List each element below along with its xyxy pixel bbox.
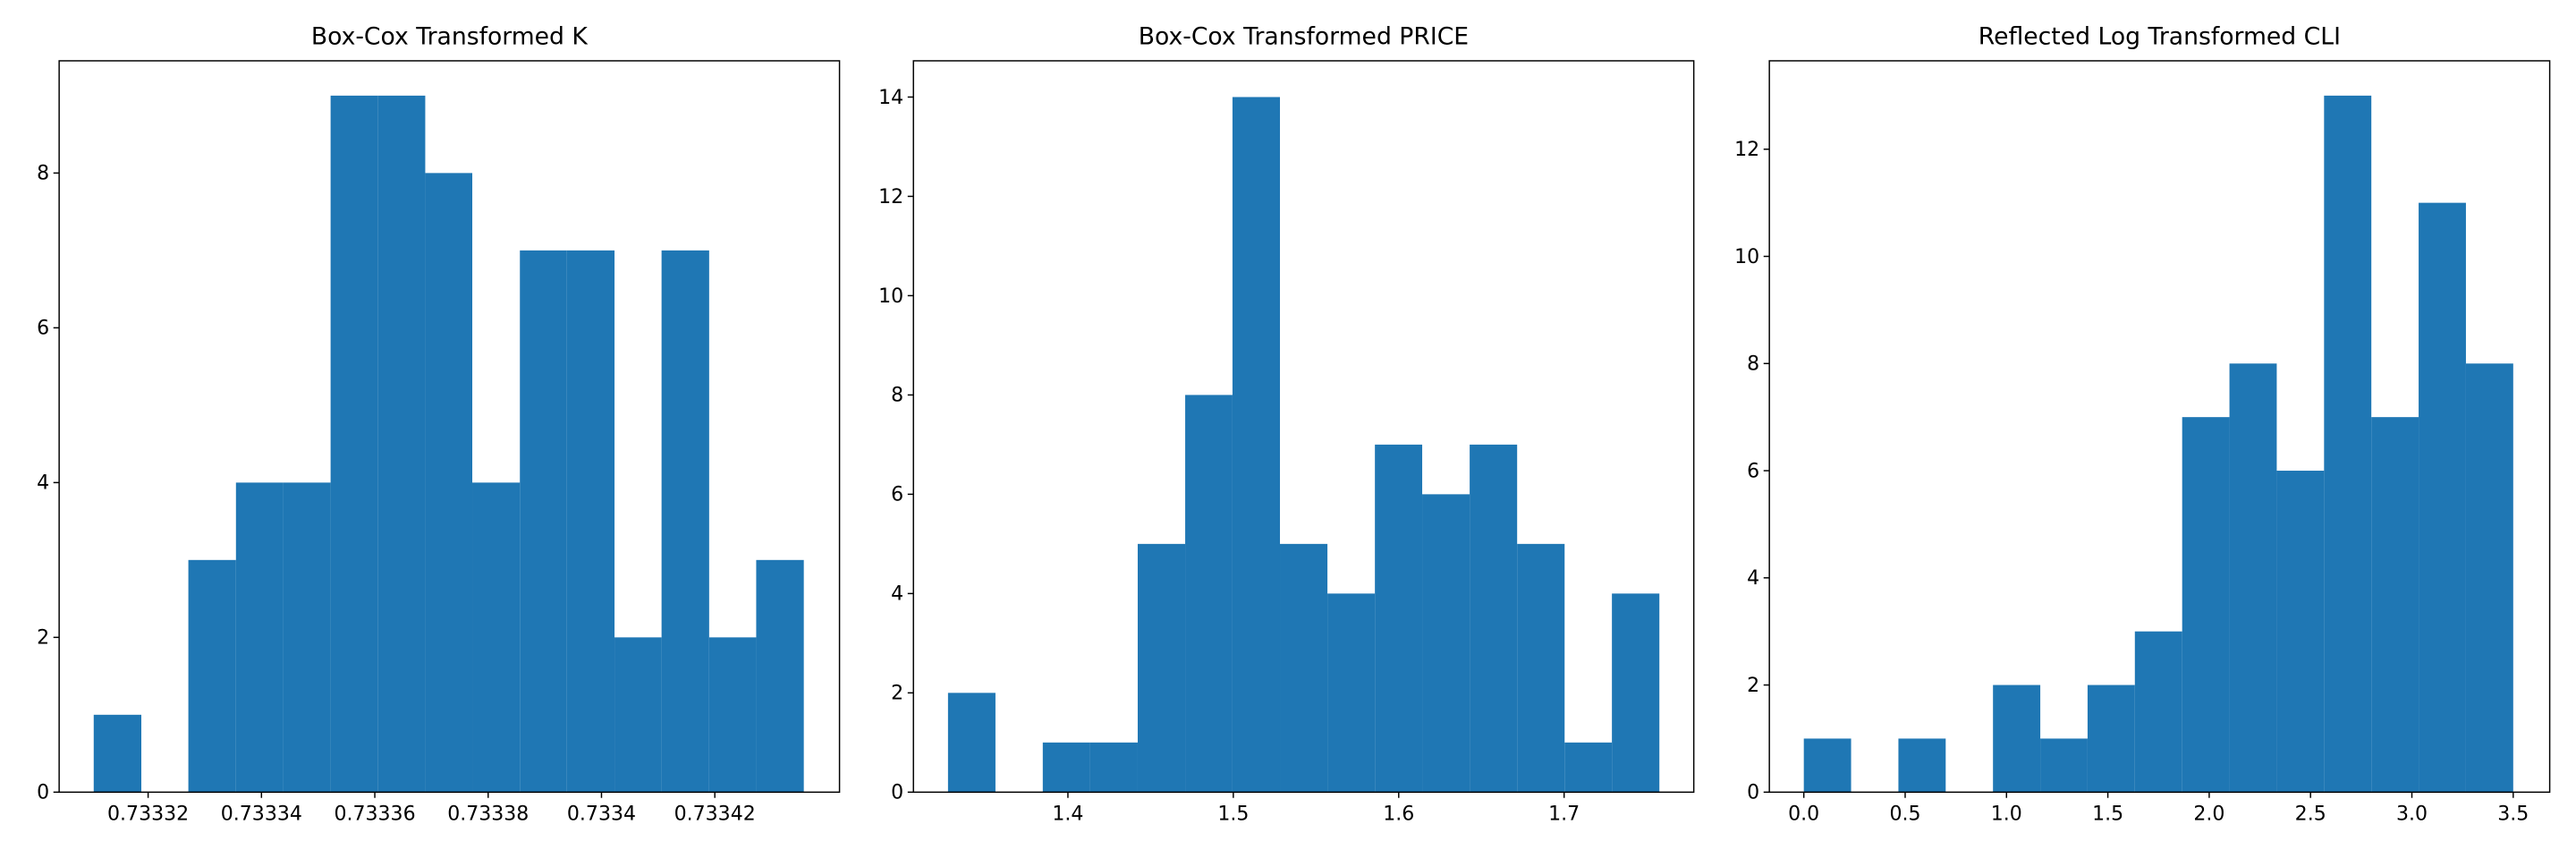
bar xyxy=(377,95,426,793)
x-tick-label: 0.5 xyxy=(1889,804,1920,826)
x-tick-label: 0.73334 xyxy=(221,804,302,826)
chart-title: Box-Cox Transformed PRICE xyxy=(1139,23,1469,51)
y-tick-label: 0 xyxy=(1747,782,1759,804)
bar xyxy=(2087,685,2135,793)
x-tick-label: 2.5 xyxy=(2295,804,2326,826)
bar xyxy=(520,250,567,793)
bar xyxy=(1232,97,1281,793)
axes-frame xyxy=(58,60,841,794)
bar xyxy=(1042,742,1090,793)
y-tick-label: 14 xyxy=(878,87,903,109)
x-tick-label: 0.73338 xyxy=(447,804,529,826)
bar xyxy=(756,559,804,793)
y-tick-label: 4 xyxy=(37,472,49,495)
y-tick-label: 8 xyxy=(1747,353,1759,376)
y-tick-label: 12 xyxy=(1734,139,1759,161)
bar xyxy=(1185,395,1233,793)
bar xyxy=(1470,444,1518,793)
bar xyxy=(2371,417,2419,793)
bar xyxy=(661,250,709,793)
chart-title: Box-Cox Transformed K xyxy=(311,23,589,51)
bar xyxy=(2134,631,2182,793)
bar xyxy=(1898,738,1946,793)
x-tick-label: 1.6 xyxy=(1383,804,1414,826)
bar xyxy=(1422,494,1470,793)
y-tick-label: 6 xyxy=(891,484,903,506)
x-tick-label: 0.7334 xyxy=(567,804,636,826)
y-tick-label: 6 xyxy=(1747,460,1759,482)
bar xyxy=(330,95,378,793)
bar xyxy=(2324,95,2372,793)
bar xyxy=(2465,363,2513,793)
bar xyxy=(2276,471,2325,793)
bar xyxy=(2040,738,2088,793)
bar xyxy=(1327,593,1376,793)
bar xyxy=(235,482,284,793)
x-tick-label: 0.73336 xyxy=(334,804,415,826)
y-tick-label: 8 xyxy=(37,163,49,185)
bar xyxy=(1089,742,1138,793)
axes-frame xyxy=(912,60,1695,794)
y-tick-label: 2 xyxy=(1747,675,1759,697)
y-tick-label: 8 xyxy=(891,385,903,407)
bar xyxy=(93,714,142,793)
x-tick-label: 0.73332 xyxy=(107,804,189,826)
bar xyxy=(283,482,331,793)
bar xyxy=(2182,417,2230,793)
y-tick-label: 10 xyxy=(1734,246,1759,268)
bar xyxy=(1517,543,1565,793)
bar xyxy=(1993,685,2041,793)
y-tick-label: 4 xyxy=(891,583,903,606)
bar xyxy=(425,173,473,793)
y-tick-label: 4 xyxy=(1747,567,1759,590)
x-tick-label: 1.7 xyxy=(1548,804,1580,826)
x-tick-label: 2.0 xyxy=(2193,804,2224,826)
y-tick-label: 12 xyxy=(878,186,903,208)
bar xyxy=(188,559,236,793)
x-tick-label: 1.5 xyxy=(1217,804,1249,826)
bar xyxy=(2419,202,2466,793)
axes-frame xyxy=(1768,60,2551,794)
bar xyxy=(2229,363,2277,793)
x-tick-label: 1.4 xyxy=(1052,804,1083,826)
chart-title: Reflected Log Transformed CLI xyxy=(1979,23,2341,51)
y-tick-label: 6 xyxy=(37,318,49,340)
bar xyxy=(1564,742,1613,793)
bar xyxy=(566,250,615,793)
y-tick-label: 0 xyxy=(37,782,49,804)
x-tick-label: 3.0 xyxy=(2396,804,2428,826)
bar xyxy=(1280,543,1328,793)
x-tick-label: 1.5 xyxy=(2092,804,2123,826)
x-tick-label: 0.0 xyxy=(1788,804,1819,826)
x-tick-label: 1.0 xyxy=(1991,804,2022,826)
bar xyxy=(1375,444,1423,793)
x-tick-label: 3.5 xyxy=(2497,804,2529,826)
bar xyxy=(1612,593,1660,793)
bar xyxy=(1137,543,1186,793)
y-tick-label: 2 xyxy=(891,683,903,705)
bar xyxy=(472,482,521,793)
y-tick-label: 2 xyxy=(37,627,49,650)
bar xyxy=(708,637,757,793)
y-tick-label: 0 xyxy=(891,782,903,804)
y-tick-label: 10 xyxy=(878,285,903,308)
bar xyxy=(947,693,996,793)
bar xyxy=(614,637,662,793)
bar xyxy=(1803,738,1852,793)
x-tick-label: 0.73342 xyxy=(674,804,756,826)
